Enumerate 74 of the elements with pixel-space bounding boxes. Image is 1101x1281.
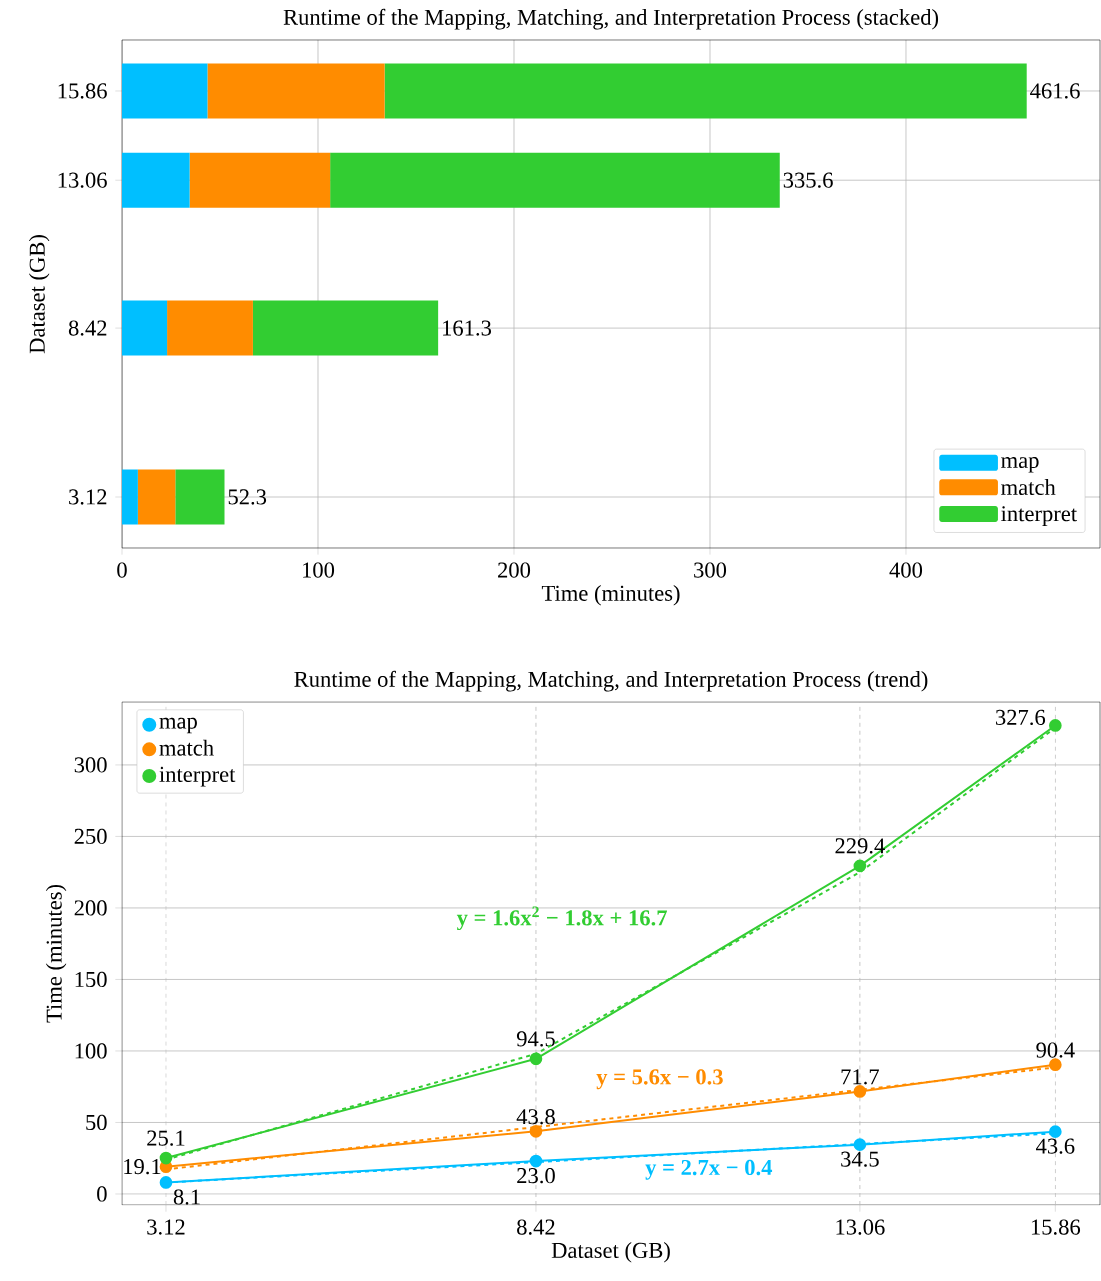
- y-tick-label: 100: [75, 1043, 107, 1059]
- x-tick-label: 200: [498, 562, 531, 578]
- x-tick-label: 400: [889, 562, 923, 578]
- bar: [175, 469, 225, 525]
- data-label: 229.4: [835, 838, 885, 854]
- bar: [330, 152, 780, 208]
- y-tick-label: 150: [75, 971, 107, 988]
- point: [529, 1125, 543, 1138]
- y-tick-label: 250: [74, 828, 107, 845]
- bar: [122, 63, 208, 119]
- x-tick-label: 100: [303, 562, 335, 578]
- legend-label: match: [1001, 479, 1056, 496]
- data-label: 90.4: [1036, 1042, 1075, 1058]
- x-tick-label: 8.42: [517, 1219, 555, 1235]
- x-tick-label: 300: [694, 562, 727, 578]
- bar: [137, 469, 176, 525]
- bar: [122, 300, 168, 356]
- data-label: 8.1: [173, 1189, 200, 1205]
- x-tick-label: 13.06: [836, 1219, 885, 1235]
- point: [1049, 719, 1062, 732]
- point: [853, 859, 867, 873]
- data-label: 43.8: [516, 1109, 555, 1125]
- bar: [122, 469, 138, 525]
- y-tick-label: 200: [74, 900, 107, 916]
- bar: [207, 63, 385, 119]
- annotation: y = 2.7x − 0.4: [645, 1159, 773, 1180]
- point: [853, 1085, 867, 1098]
- legend-label: interpret: [159, 766, 236, 787]
- y-tick-label: 300: [74, 757, 107, 773]
- bar: [122, 152, 190, 208]
- y-tick-label: 13.06: [58, 172, 107, 188]
- point: [1049, 1125, 1062, 1138]
- point: [529, 1154, 543, 1168]
- y-tick-label: 8.42: [68, 320, 107, 336]
- bar: [189, 152, 331, 208]
- legend-label: map: [1001, 457, 1039, 473]
- chart-title: Runtime of the Mapping, Matching, and Interpretation Process (trend): [294, 670, 928, 692]
- legend-label: map: [159, 717, 197, 734]
- bar: [167, 300, 253, 356]
- point: [529, 1052, 543, 1066]
- point: [853, 1138, 867, 1151]
- point: [1049, 1058, 1062, 1072]
- legend-label: interpret: [1001, 506, 1077, 526]
- bar: [252, 300, 439, 356]
- x-tick-label: 3.12: [147, 1219, 185, 1235]
- data-label: 94.5: [516, 1031, 555, 1047]
- data-label: 23.0: [517, 1168, 555, 1184]
- y-tick-label: 15.86: [58, 83, 107, 99]
- data-label: 19.1: [124, 1159, 161, 1175]
- data-label: 71.7: [841, 1069, 879, 1085]
- data-label: 327.6: [996, 709, 1046, 726]
- legend-label: match: [159, 739, 214, 756]
- x-tick-label: 0: [117, 562, 127, 578]
- y-tick-label: 0: [97, 1186, 107, 1202]
- x-axis-title: Time (minutes): [541, 585, 680, 606]
- point: [159, 1151, 173, 1165]
- x-tick-label: 15.86: [1031, 1219, 1081, 1235]
- data-label: 25.1: [147, 1130, 185, 1146]
- x-axis-title: Dataset (GB): [551, 1242, 670, 1263]
- annotation: y = 5.6x − 0.3: [596, 1069, 723, 1090]
- total-label: 335.6: [783, 172, 833, 188]
- total-label: 461.6: [1030, 83, 1080, 99]
- bar: [384, 63, 1027, 119]
- data-label: 34.5: [841, 1151, 879, 1167]
- y-tick-label: 3.12: [69, 489, 107, 505]
- point: [159, 1176, 173, 1189]
- y-tick-label: 50: [86, 1114, 107, 1131]
- y-axis-title: Time (minutes): [45, 884, 67, 1023]
- chart-title: Runtime of the Mapping, Matching, and Interpretation Process (stacked): [283, 8, 939, 30]
- total-label: 161.3: [443, 320, 492, 336]
- total-label: 52.3: [228, 489, 267, 505]
- data-label: 43.6: [1036, 1138, 1075, 1154]
- y-axis-title: Dataset (GB): [28, 235, 50, 354]
- annotation: y = 1.6x$^{2}$ − 1.8x + 16.7: [456, 906, 667, 931]
